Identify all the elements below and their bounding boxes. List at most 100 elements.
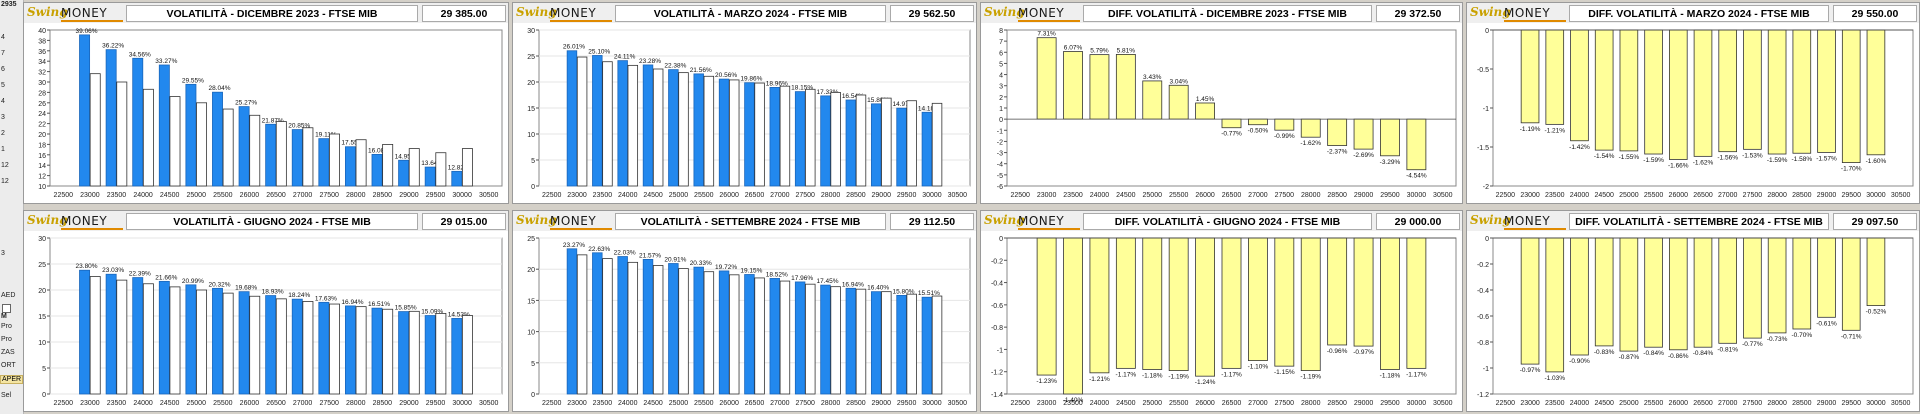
sidebar-aper-button[interactable]: APER (0, 375, 24, 384)
data-label: -1.15% (1274, 369, 1295, 376)
bar (1406, 118, 1427, 171)
bar (1327, 237, 1348, 346)
bar (1115, 237, 1136, 369)
bar (424, 315, 436, 395)
bar-secondary (196, 102, 208, 187)
data-label: 22.39% (129, 271, 151, 278)
y-tick-label: -1.5 (1477, 145, 1489, 152)
bar-secondary (931, 295, 943, 395)
swing-money-logo: Swing MONEY (1470, 213, 1566, 230)
y-tick-label: 7 (999, 39, 1003, 46)
y-tick-label: 20 (527, 267, 535, 274)
x-tick-label: 28000 (1301, 400, 1321, 407)
data-label: 25.10% (588, 48, 610, 55)
bar-chart: 10 12 14 16 18 20 22 24 26 28 30 32 34 36 38 40 22500 230… (38, 28, 503, 199)
y-tick-label: -2 (1483, 184, 1489, 191)
x-tick-label: 24000 (1090, 400, 1110, 407)
bar (1300, 237, 1321, 372)
x-tick-label: 23500 (593, 400, 613, 407)
y-tick-label: -0.4 (991, 281, 1003, 288)
data-label: -1.17% (1116, 371, 1137, 378)
bar-secondary (931, 102, 943, 187)
data-label: -1.66% (1668, 162, 1689, 169)
y-tick-label: 0 (999, 236, 1003, 243)
x-tick-label: 23000 (567, 192, 587, 199)
x-tick-label: 29500 (1842, 400, 1862, 407)
y-tick-label: -1 (1483, 366, 1489, 373)
x-tick-label: 30500 (479, 400, 499, 407)
data-label: 28.04% (208, 85, 230, 92)
bar (371, 153, 383, 187)
sidebar-checkbox[interactable] (2, 304, 11, 313)
bar (79, 269, 91, 395)
bar (1353, 118, 1374, 150)
data-label: 22.38% (664, 63, 686, 70)
bar-secondary (855, 94, 867, 187)
x-tick-label: 26000 (1195, 400, 1215, 407)
x-tick-label: 22500 (54, 192, 74, 199)
bar (1693, 29, 1713, 157)
y-tick-label: -5 (997, 173, 1003, 180)
y-tick-label: 0 (531, 184, 535, 191)
y-tick-label: 18 (38, 142, 46, 149)
bar (921, 296, 933, 395)
y-tick-label: 15 (527, 298, 535, 305)
data-label: 16.08% (368, 147, 390, 154)
bar (105, 273, 117, 395)
x-tick-label: 30500 (1891, 400, 1911, 407)
bar (1327, 118, 1348, 146)
x-tick-label: 29000 (1817, 192, 1837, 199)
data-label: -2.69% (1353, 152, 1374, 159)
bar (1619, 237, 1639, 352)
x-tick-label: 28500 (373, 400, 393, 407)
bar (769, 278, 780, 395)
data-label: 33.27% (155, 58, 177, 65)
bar (642, 64, 654, 187)
bar (238, 106, 250, 187)
panel-price: 29 372.50 (1376, 5, 1460, 22)
sidebar-axis-label: 5 (1, 82, 5, 89)
x-tick-label: 26000 (1669, 192, 1689, 199)
bar (318, 301, 330, 395)
chart-panel: Swing MONEY DIFF. VOLATILITÀ - DICEMBRE 20… (980, 2, 1463, 204)
y-tick-label: 0 (1485, 28, 1489, 35)
chart-panel: Swing MONEY DIFF. VOLATILITÀ - GIUGNO 2024… (980, 210, 1463, 412)
data-label: -1.56% (1717, 155, 1738, 162)
x-tick-label: 29500 (1842, 192, 1862, 199)
bar-secondary (830, 286, 841, 395)
x-tick-label: 30500 (479, 192, 499, 199)
data-label: 20.99% (182, 278, 204, 285)
bar (398, 159, 410, 187)
data-label: -0.61% (1816, 320, 1837, 327)
y-tick-label: -1 (997, 347, 1003, 354)
data-label: -0.71% (1841, 333, 1862, 340)
x-tick-label: 22500 (542, 400, 562, 407)
x-tick-label: 24500 (1116, 400, 1136, 407)
x-tick-label: 30000 (452, 400, 472, 407)
bar-secondary (881, 97, 892, 187)
data-label: 21.66% (155, 274, 177, 281)
x-tick-label: 26500 (1222, 192, 1242, 199)
data-label: -1.59% (1643, 157, 1664, 164)
data-label: 14.95% (395, 153, 417, 160)
sidebar-label: Pro (1, 336, 12, 343)
bar-secondary (754, 82, 765, 187)
bar (1792, 29, 1812, 154)
x-tick-label: 22500 (1496, 400, 1516, 407)
bar (1089, 54, 1110, 120)
logo-underline (550, 228, 612, 230)
x-tick-label: 23000 (567, 400, 587, 407)
x-tick-label: 27500 (1275, 400, 1295, 407)
bar-secondary (169, 286, 181, 395)
data-label: 6.07% (1064, 45, 1083, 52)
x-tick-label: 29000 (872, 192, 892, 199)
x-tick-label: 24500 (1594, 192, 1614, 199)
y-tick-label: 10 (527, 330, 535, 337)
data-label: 21.87% (262, 117, 284, 124)
bar (1380, 237, 1400, 370)
x-tick-label: 27000 (1718, 192, 1738, 199)
x-tick-label: 24000 (1570, 192, 1590, 199)
y-tick-label: -4 (997, 162, 1003, 169)
data-label: -1.62% (1693, 159, 1714, 166)
x-tick-label: 29500 (426, 192, 446, 199)
